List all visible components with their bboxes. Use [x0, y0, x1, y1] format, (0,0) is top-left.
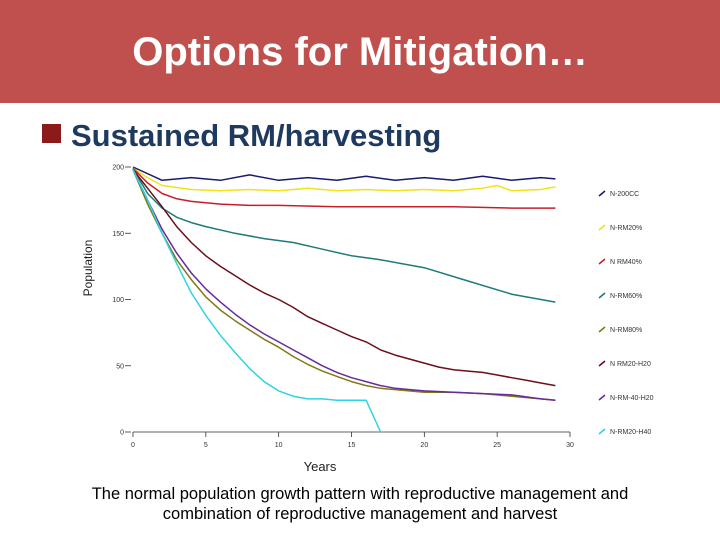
legend-swatch [598, 258, 606, 265]
legend-swatch [598, 292, 606, 299]
legend-label: N-RM60% [610, 293, 642, 300]
x-tick-label: 0 [131, 442, 135, 449]
series-line [132, 167, 556, 192]
series-line [132, 169, 556, 401]
legend-label: N-200CC [610, 191, 639, 198]
y-tick-label: 0 [120, 430, 124, 437]
caption-line-1: The normal population growth pattern wit… [91, 485, 629, 503]
chart-caption: The normal population growth pattern wit… [40, 484, 680, 524]
legend-swatch [598, 394, 606, 401]
bullet-point: Sustained RM/harvesting [42, 118, 442, 153]
bullet-text: Sustained RM/harvesting [71, 118, 442, 153]
slide-title: Options for Mitigation… [132, 30, 588, 74]
series-line [132, 166, 556, 182]
y-tick-label: 150 [112, 231, 124, 238]
series-line [132, 167, 556, 303]
x-tick-label: 10 [275, 442, 283, 449]
legend-label: N RM40% [610, 259, 642, 266]
x-tick-label: 30 [566, 442, 574, 449]
x-tick-label: 15 [348, 442, 356, 449]
series-line [132, 167, 556, 209]
title-bar: Options for Mitigation… [0, 0, 720, 103]
series-line [132, 169, 556, 401]
y-tick-label: 50 [116, 363, 124, 370]
caption-line-2: combination of reproductive management a… [162, 505, 558, 523]
legend-swatch [598, 360, 606, 367]
x-tick-label: 5 [204, 442, 208, 449]
y-tick-label: 200 [112, 165, 124, 172]
legend-label: N-RM20-H40 [610, 429, 651, 436]
series-line [132, 169, 556, 387]
legend-swatch [598, 224, 606, 231]
legend-label: N-RM20% [610, 225, 642, 232]
y-axis-title: Population [81, 240, 95, 297]
legend-swatch [598, 326, 606, 333]
legend-label: N-RM80% [610, 327, 642, 334]
legend-label: N-RM-40-H20 [610, 395, 654, 402]
x-axis-title: Years [304, 459, 337, 474]
bullet-square-icon [42, 123, 61, 143]
x-tick-label: 20 [420, 442, 428, 449]
y-tick-label: 100 [112, 297, 124, 304]
legend-swatch [598, 428, 606, 435]
series-line [132, 169, 382, 433]
legend-swatch [598, 190, 606, 197]
x-tick-label: 25 [493, 442, 501, 449]
legend-label: N RM20-H20 [610, 361, 651, 368]
